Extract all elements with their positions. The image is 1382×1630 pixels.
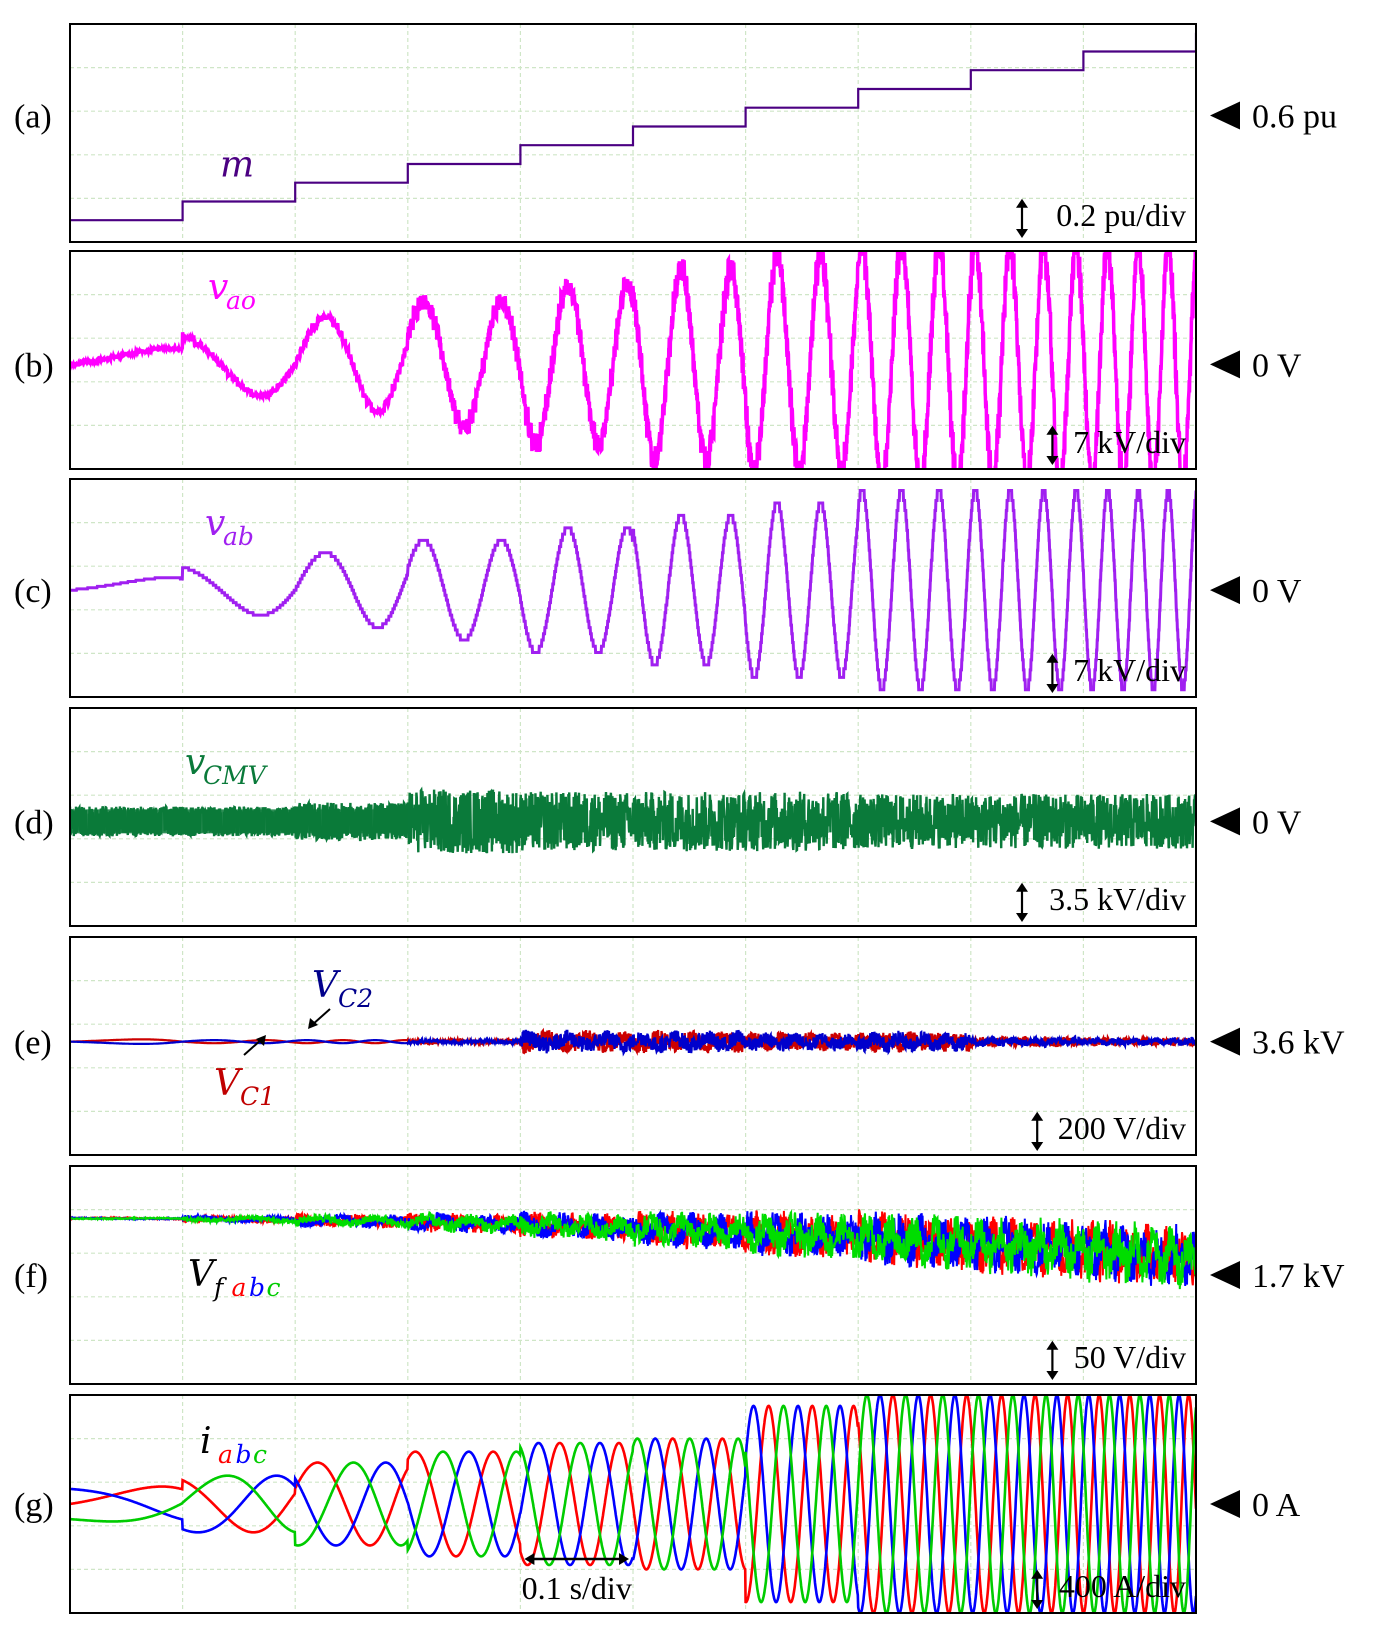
grid [70, 251, 1196, 469]
scale-label: 3.5 kV/div [1049, 881, 1186, 917]
signal-name: i [200, 1421, 212, 1462]
panel-label: (b) [14, 347, 54, 384]
trace-f-c [70, 1209, 1196, 1290]
traces [70, 1209, 1196, 1290]
time-scale-arrow [524, 1553, 629, 1565]
traces [70, 251, 1196, 469]
signal-subscript: c [267, 1273, 281, 1302]
reference-marker [1210, 1490, 1240, 1518]
vc1-subscript: C1 [240, 1082, 275, 1111]
scale-arrow [1031, 1111, 1044, 1151]
grid [70, 1166, 1196, 1384]
signal-subscript: CMV [203, 761, 269, 790]
reference-label: 0 V [1252, 804, 1302, 841]
trace-g-c [70, 1395, 1196, 1613]
scale-arrow [1046, 425, 1059, 465]
reference-marker [1210, 101, 1240, 130]
signal-subscript: ao [226, 286, 256, 315]
trace-f-b [70, 1209, 1196, 1287]
traces [70, 32, 1196, 222]
reference-label: 0 V [1252, 573, 1302, 610]
scale-label: 0.2 pu/div [1056, 197, 1186, 233]
scale-arrow [1046, 653, 1059, 693]
panel-frame [69, 23, 1197, 243]
signal-subscript: ab [223, 522, 254, 551]
reference-marker [1210, 1261, 1240, 1289]
signal-name: v [205, 503, 225, 544]
scale-arrow [1046, 1340, 1059, 1380]
panel-frame [69, 250, 1197, 470]
panel-label: (f) [14, 1258, 48, 1295]
panel-f: (f) 1.7 kV 50 V/div V f a b c [14, 1165, 1345, 1385]
trace-m [70, 32, 1196, 222]
reference-label: 0.6 pu [1252, 99, 1337, 136]
signal-subscript: f [212, 1273, 227, 1302]
signal-subscript: b [236, 1440, 252, 1469]
panel-a: (a) 0.6 pu 0.2 pu/div m [14, 23, 1337, 243]
trace-d-band [70, 809, 408, 834]
scale-arrow [1016, 198, 1028, 238]
panel-frame [69, 707, 1197, 927]
signal-name: m [220, 145, 254, 186]
panel-label: (c) [14, 573, 52, 610]
panel-frame [69, 1165, 1197, 1385]
trace-b [70, 251, 1196, 469]
traces [70, 489, 1196, 692]
reference-label: 0 V [1252, 347, 1302, 384]
scale-label: 50 V/div [1074, 1339, 1186, 1375]
trace-c [70, 489, 1196, 692]
reference-label: 0 A [1252, 1487, 1301, 1524]
reference-marker [1210, 350, 1240, 379]
signal-subscript: a [218, 1440, 233, 1469]
vc1-pointer [243, 1038, 263, 1056]
time-scale-label: 0.1 s/div [522, 1570, 632, 1606]
signal-subscript: c [253, 1440, 267, 1469]
panel-b: (b) 0 V 7 kV/div vao [14, 250, 1302, 470]
grid [70, 479, 1196, 697]
vc2-pointer [311, 1008, 331, 1026]
scale-arrow [1031, 1569, 1044, 1609]
panel-frame [69, 936, 1197, 1156]
panel-label: (g) [14, 1487, 54, 1524]
panel-c: (c) 0 V 7 kV/div vab [14, 478, 1302, 698]
vc2-subscript: C2 [338, 984, 373, 1013]
signal-subscript: b [249, 1273, 265, 1302]
traces [70, 1395, 1196, 1613]
signal-name: v [185, 742, 205, 783]
signal-name: v [208, 267, 228, 308]
trace-g-b [70, 1395, 1196, 1613]
scale-label: 7 kV/div [1073, 652, 1186, 688]
vc2-label: V [312, 965, 342, 1006]
panel-frame [69, 478, 1197, 698]
panel-label: (d) [14, 804, 54, 841]
reference-marker [1210, 576, 1240, 605]
trace-g-a [70, 1395, 1196, 1613]
signal-subscript: a [232, 1273, 247, 1302]
panel-g: (g) 0 A 400 A/div i a b c 0.1 s/div [14, 1394, 1301, 1614]
scale-label: 7 kV/div [1073, 424, 1186, 460]
panel-label: (a) [14, 99, 52, 136]
trace-d [70, 786, 1196, 854]
reference-label: 3.6 kV [1252, 1025, 1345, 1062]
scale-label: 200 V/div [1058, 1110, 1186, 1146]
signal-name: V [188, 1254, 218, 1295]
panel-label: (e) [14, 1025, 52, 1062]
scale-label: 400 A/div [1059, 1568, 1186, 1604]
reference-label: 1.7 kV [1252, 1258, 1345, 1295]
vc1-label: V [214, 1063, 244, 1104]
vc1-pointer-head [256, 1035, 266, 1046]
vc2-pointer-head [308, 1018, 318, 1029]
traces [70, 786, 1196, 854]
panel-frame [69, 1394, 1197, 1614]
scale-arrow [1016, 882, 1028, 922]
reference-marker [1210, 1027, 1240, 1056]
reference-marker [1210, 807, 1240, 836]
